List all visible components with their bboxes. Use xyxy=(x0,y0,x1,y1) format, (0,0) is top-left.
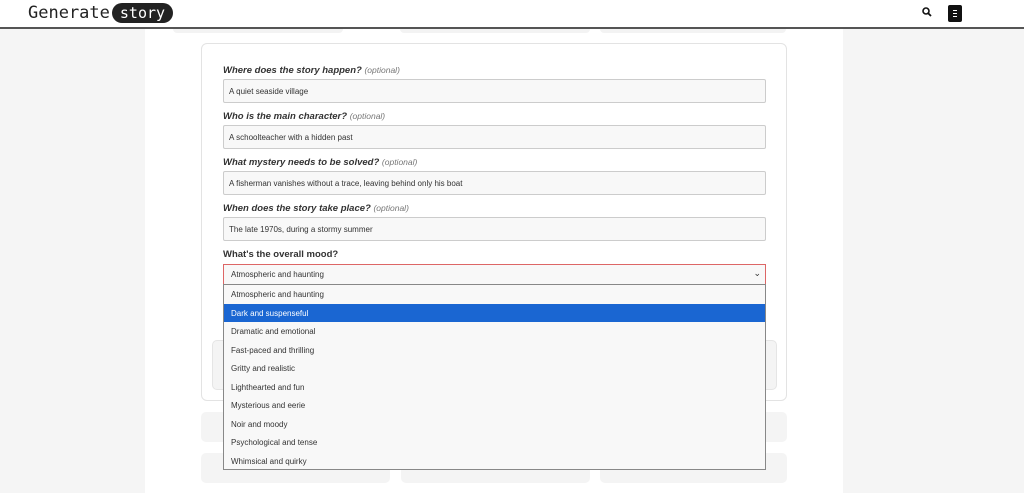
mood-option[interactable]: Lighthearted and fun xyxy=(231,382,305,392)
mood-select[interactable]: Atmospheric and haunting ⌄ xyxy=(223,264,766,285)
setting-label: Where does the story happen? (optional) xyxy=(223,65,400,76)
story-form: Where does the story happen? (optional) … xyxy=(201,43,787,401)
mood-option[interactable]: Dramatic and emotional xyxy=(231,327,316,336)
mood-option[interactable]: Mysterious and eerie xyxy=(231,401,306,410)
mood-dropdown-list[interactable]: Atmospheric and haunting Dark and suspens… xyxy=(223,284,766,470)
mood-option[interactable]: Noir and moody xyxy=(231,419,288,429)
time-input[interactable]: The late 1970s, during a stormy summer xyxy=(223,217,766,241)
menu-icon[interactable] xyxy=(948,5,962,22)
mood-select-value: Atmospheric and haunting xyxy=(231,270,324,279)
mood-option[interactable]: Fast-paced and thrilling xyxy=(231,345,315,355)
tab-stub xyxy=(400,29,590,33)
logo-text: Generate xyxy=(28,3,110,23)
character-label: Who is the main character? (optional) xyxy=(223,111,386,122)
tab-stub xyxy=(600,29,786,33)
mood-option[interactable]: Whimsical and quirky xyxy=(231,456,307,466)
setting-input[interactable]: A quiet seaside village xyxy=(223,79,766,103)
chevron-down-icon: ⌄ xyxy=(753,268,761,278)
character-input[interactable]: A schoolteacher with a hidden past xyxy=(223,125,766,149)
logo[interactable]: Generate story xyxy=(28,3,174,23)
mystery-label: What mystery needs to be solved? (option… xyxy=(223,157,418,168)
logo-pill: story xyxy=(111,3,174,23)
mystery-input[interactable]: A fisherman vanishes without a trace, le… xyxy=(223,171,766,195)
tab-stub xyxy=(173,29,343,33)
mood-label: What's the overall mood? xyxy=(223,249,339,260)
mood-option[interactable]: Psychological and tense xyxy=(231,438,318,447)
mood-option[interactable]: Gritty and realistic xyxy=(231,364,296,373)
mood-option[interactable]: Atmospheric and haunting xyxy=(231,290,324,299)
search-icon[interactable] xyxy=(921,6,933,18)
mood-option[interactable]: Dark and suspenseful xyxy=(224,303,765,322)
header: Generate story xyxy=(0,0,1024,29)
time-label: When does the story take place? (optiona… xyxy=(223,203,409,214)
